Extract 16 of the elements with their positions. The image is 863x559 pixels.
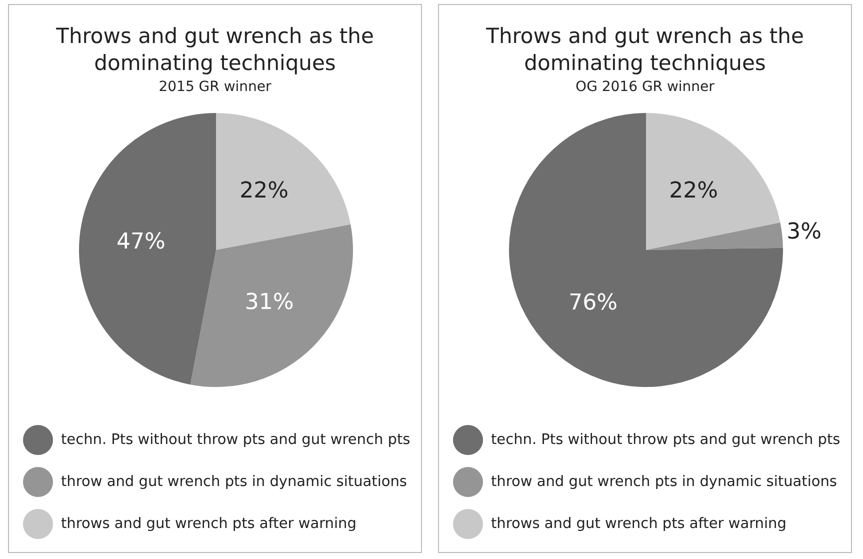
data-label: 76%: [568, 290, 618, 316]
legend-label: techn. Pts without throw pts and gut wrench pts: [61, 432, 410, 448]
legend-label: throws and gut wrench pts after warning: [491, 516, 786, 532]
legend-label: throw and gut wrench pts in dynamic situations: [61, 474, 407, 490]
chart-subtitle: 2015 GR winner: [158, 79, 272, 95]
data-label: 22%: [240, 178, 288, 204]
chart-title: Throws and gut wrench as the dominating techniques: [55, 23, 375, 77]
data-label: 22%: [669, 178, 718, 204]
chart-title: Throws and gut wrench as the dominating techniques: [485, 23, 805, 77]
data-label: 31%: [244, 290, 294, 315]
data-label: 47%: [116, 230, 166, 255]
legend-label: techn. Pts without throw pts and gut wrench pts: [491, 432, 840, 448]
data-label: 3%: [786, 219, 822, 244]
chart-subtitle: OG 2016 GR winner: [574, 79, 716, 95]
legend-label: throws and gut wrench pts after warning: [61, 516, 356, 532]
legend-label: throw and gut wrench pts in dynamic situations: [491, 474, 837, 490]
